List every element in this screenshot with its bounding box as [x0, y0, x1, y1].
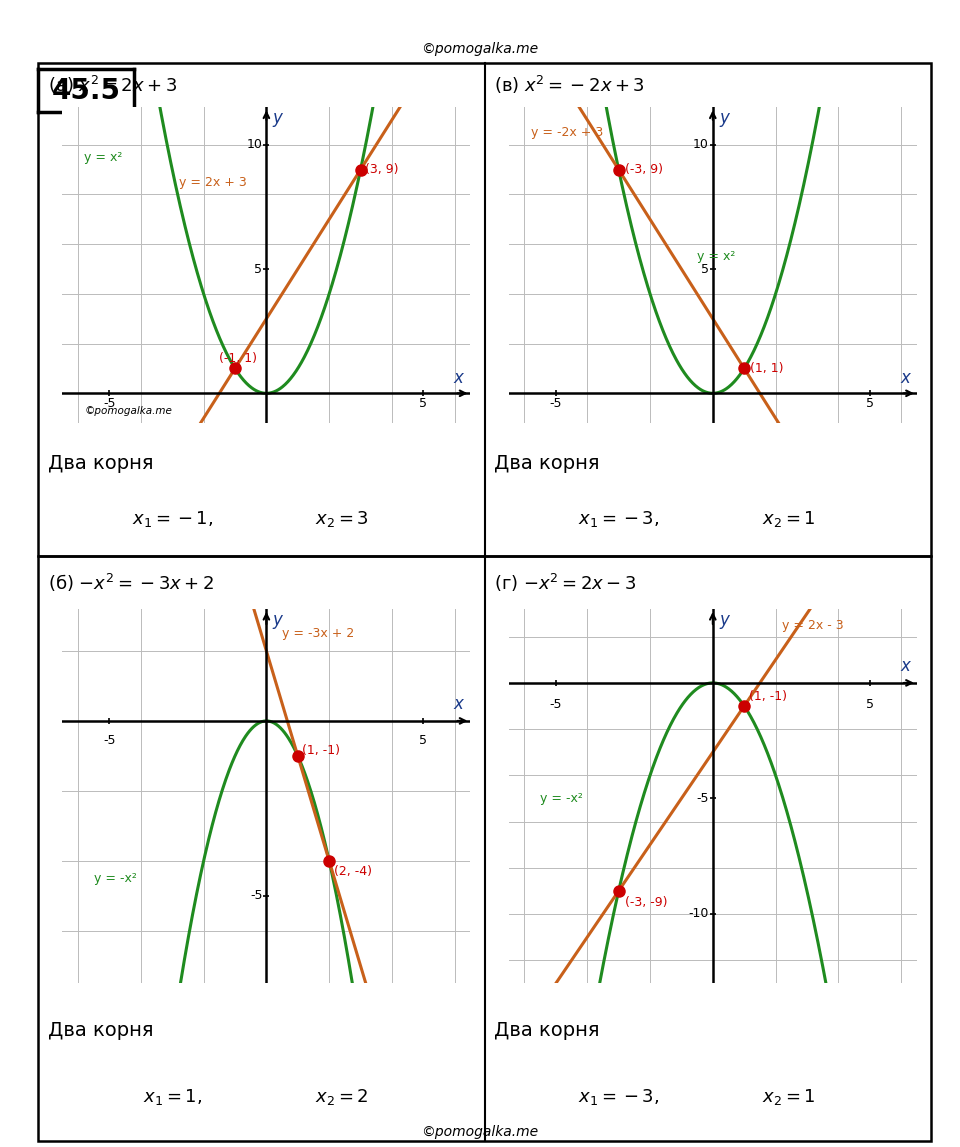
Text: 45.5: 45.5: [52, 77, 121, 104]
Text: (г) $-x^2 = 2x - 3$: (г) $-x^2 = 2x - 3$: [494, 571, 637, 594]
Text: y = -2x + 3: y = -2x + 3: [531, 126, 603, 139]
Text: $x$: $x$: [453, 369, 466, 387]
Text: $x_2 = 1$: $x_2 = 1$: [761, 1087, 815, 1107]
Text: 10: 10: [247, 139, 262, 151]
Text: $x$: $x$: [453, 695, 466, 713]
Text: Два корня: Два корня: [494, 1021, 600, 1040]
Text: y = 2x + 3: y = 2x + 3: [179, 175, 247, 188]
Text: $y$: $y$: [719, 110, 732, 128]
Text: (3, 9): (3, 9): [365, 163, 398, 177]
Text: (а) $x^2 = 2x + 3$: (а) $x^2 = 2x + 3$: [48, 75, 177, 96]
Text: $x$: $x$: [900, 657, 912, 676]
Text: 5: 5: [701, 263, 708, 275]
Text: Два корня: Два корня: [48, 1021, 154, 1040]
Text: $x_2 = 2$: $x_2 = 2$: [315, 1087, 369, 1107]
Text: -5: -5: [696, 791, 708, 805]
Text: -5: -5: [104, 397, 116, 409]
Text: 5: 5: [420, 397, 427, 409]
Text: -5: -5: [550, 697, 563, 711]
Text: (1, -1): (1, -1): [749, 690, 787, 703]
Text: $y$: $y$: [719, 612, 732, 631]
Text: $y$: $y$: [273, 612, 285, 631]
Text: $x_1 = -3,$: $x_1 = -3,$: [578, 1087, 660, 1107]
Text: $y$: $y$: [273, 110, 285, 128]
Text: (-3, -9): (-3, -9): [625, 896, 667, 908]
Text: y = x²: y = x²: [84, 150, 123, 164]
Text: (1, -1): (1, -1): [302, 744, 341, 757]
Text: ©pomogalka.me: ©pomogalka.me: [421, 1125, 539, 1139]
Text: 5: 5: [254, 263, 262, 275]
Text: y = 2x - 3: y = 2x - 3: [781, 618, 844, 632]
Text: (2, -4): (2, -4): [334, 865, 372, 877]
Text: -5: -5: [550, 397, 563, 409]
Text: (б) $-x^2 = -3x + 2$: (б) $-x^2 = -3x + 2$: [48, 571, 214, 594]
Text: -10: -10: [688, 907, 708, 921]
Text: ©pomogalka.me: ©pomogalka.me: [421, 41, 539, 56]
Text: y = -3x + 2: y = -3x + 2: [282, 627, 354, 640]
Text: -5: -5: [104, 734, 116, 747]
Text: $x_2 = 1$: $x_2 = 1$: [761, 509, 815, 529]
Text: (-3, 9): (-3, 9): [625, 163, 663, 177]
Text: 5: 5: [866, 697, 874, 711]
Text: $x$: $x$: [900, 369, 912, 387]
Text: Два корня: Два корня: [494, 453, 600, 473]
Text: 5: 5: [866, 397, 874, 409]
Text: 5: 5: [420, 734, 427, 747]
Text: 10: 10: [693, 139, 708, 151]
Text: (-1, 1): (-1, 1): [219, 352, 257, 365]
Text: $x_1 = -3,$: $x_1 = -3,$: [578, 509, 660, 529]
Text: y = -x²: y = -x²: [540, 791, 583, 805]
Text: (1, 1): (1, 1): [751, 362, 784, 375]
Text: $x_2 = 3$: $x_2 = 3$: [315, 509, 369, 529]
Text: ©pomogalka.me: ©pomogalka.me: [84, 406, 172, 415]
Text: $x_1 = -1,$: $x_1 = -1,$: [132, 509, 213, 529]
Text: y = -x²: y = -x²: [94, 872, 136, 884]
Text: $x_1 = 1,$: $x_1 = 1,$: [143, 1087, 202, 1107]
Text: Два корня: Два корня: [48, 453, 154, 473]
Text: -5: -5: [250, 889, 262, 903]
Text: (в) $x^2 = -2x + 3$: (в) $x^2 = -2x + 3$: [494, 75, 645, 96]
Text: y = x²: y = x²: [697, 250, 735, 263]
